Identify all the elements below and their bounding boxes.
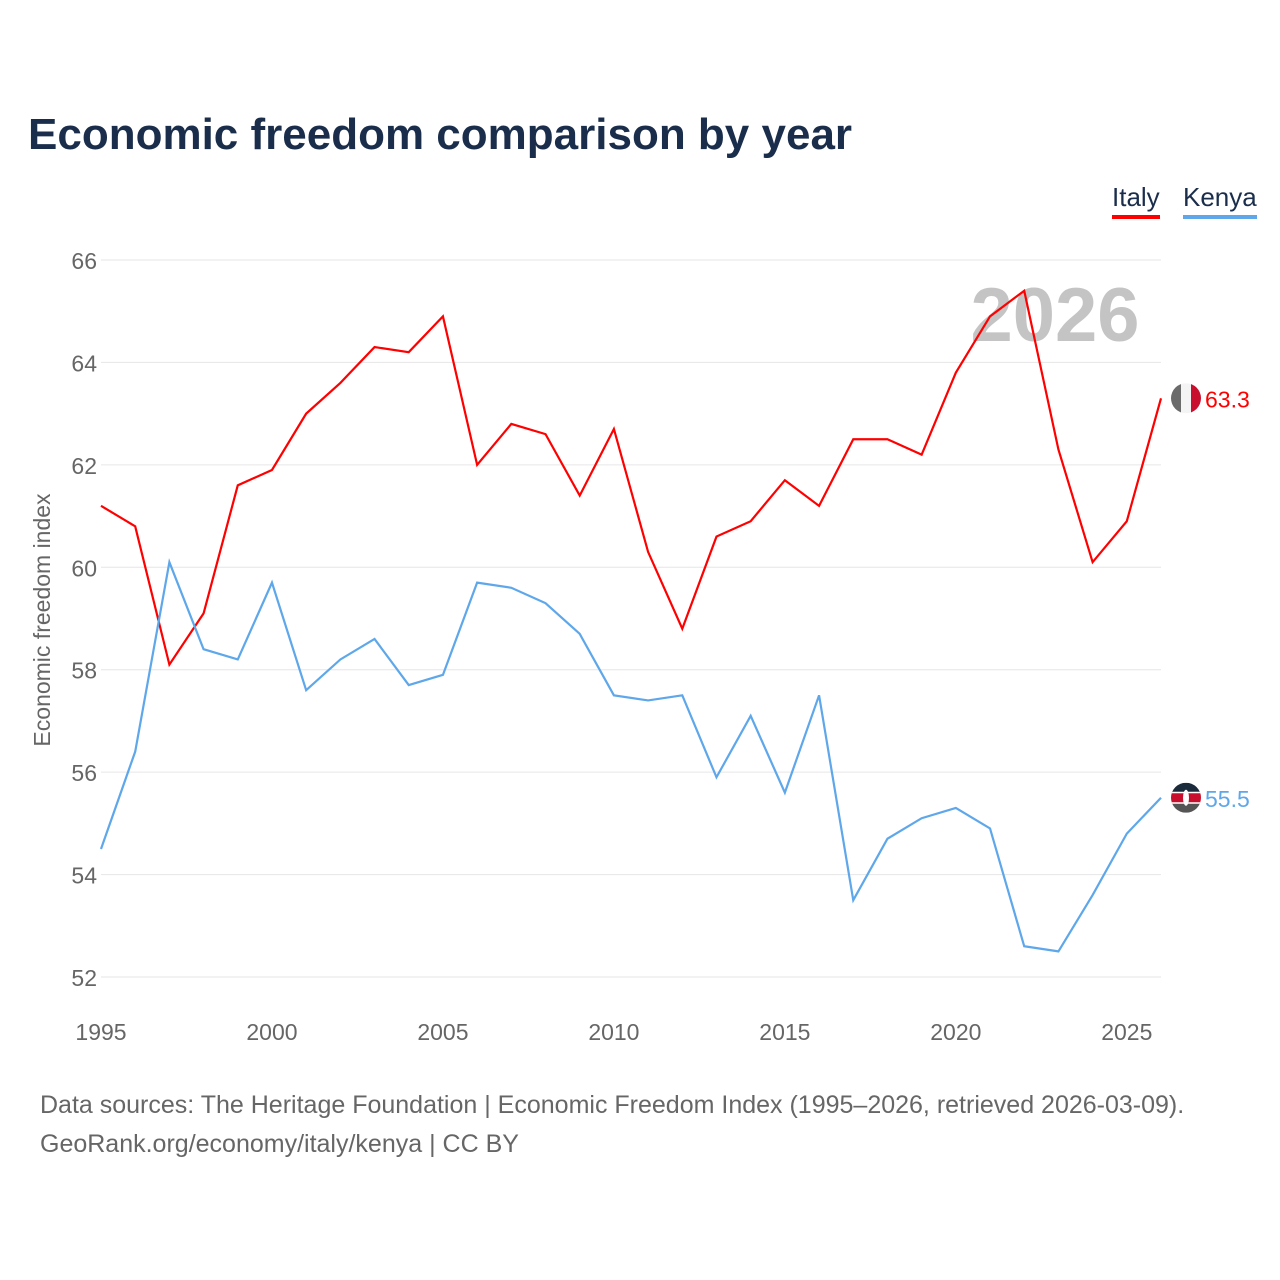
x-tick-label: 1995 — [75, 1019, 126, 1045]
y-tick-label: 62 — [71, 453, 97, 479]
footer-sources: Data sources: The Heritage Foundation | … — [40, 1091, 1185, 1119]
series-line-italy[interactable] — [100, 288, 1163, 668]
y-tick-label: 64 — [71, 350, 97, 376]
chart-title: Economic freedom comparison by year — [28, 110, 853, 159]
x-tick-label: 2005 — [417, 1019, 468, 1045]
footer-link[interactable]: GeoRank.org/economy/italy/kenya | CC BY — [40, 1130, 519, 1158]
y-tick-label: 54 — [71, 863, 97, 889]
end-value-label-kenya: 55.5 — [1205, 786, 1250, 812]
x-tick-label: 2000 — [246, 1019, 297, 1045]
legend-italy[interactable]: Italy — [1112, 182, 1160, 219]
footer: Data sources: The Heritage Foundation | … — [40, 1086, 1184, 1164]
x-tick-label: 2010 — [588, 1019, 639, 1045]
flag-italy-icon — [1171, 383, 1201, 414]
x-tick-label: 2025 — [1101, 1019, 1152, 1045]
y-tick-label: 56 — [71, 760, 97, 786]
x-tick-label: 2020 — [930, 1019, 981, 1045]
legend-kenya[interactable]: Kenya — [1183, 182, 1257, 219]
y-axis-label: Economic freedom index — [29, 493, 55, 747]
y-tick-label: 60 — [71, 555, 97, 581]
watermark-year: 2026 — [970, 273, 1139, 358]
series-line-kenya[interactable] — [99, 558, 1162, 953]
end-value-label-italy: 63.3 — [1205, 386, 1250, 412]
y-tick-label: 58 — [71, 658, 97, 684]
flag-kenya-icon — [1171, 782, 1201, 813]
y-tick-label: 52 — [71, 965, 97, 991]
y-tick-label: 66 — [71, 248, 97, 274]
x-tick-label: 2015 — [759, 1019, 810, 1045]
